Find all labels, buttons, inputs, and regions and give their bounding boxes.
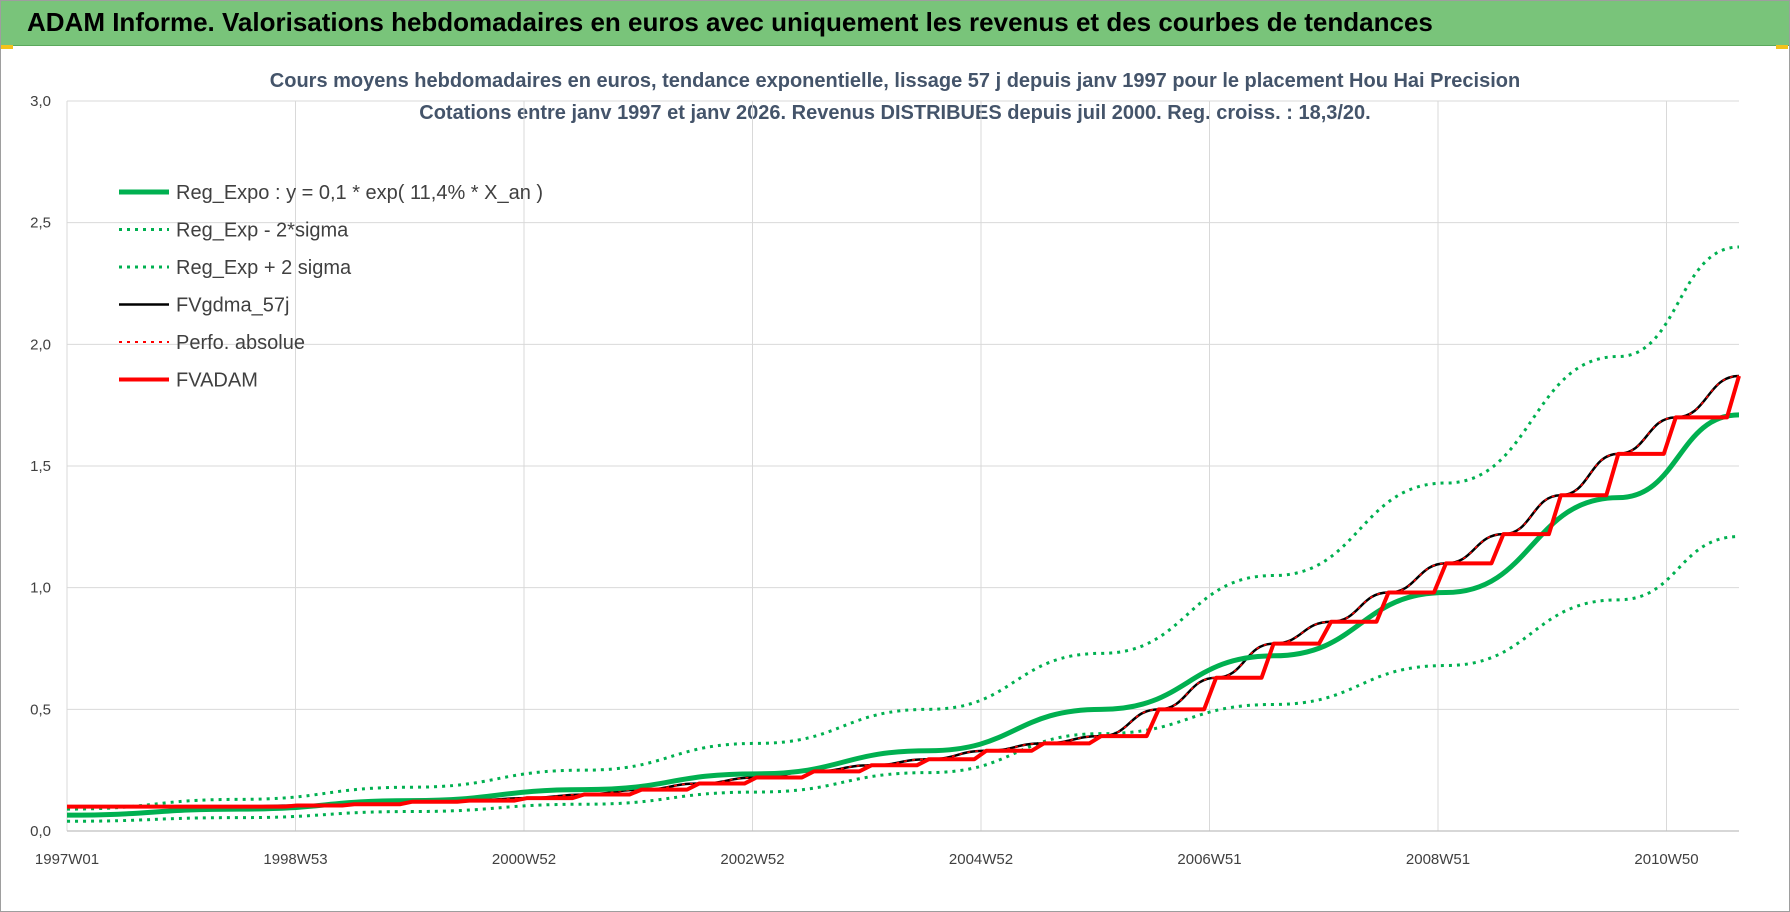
- x-tick-label: 1998W53: [263, 851, 327, 868]
- chart-subtitle: Cotations entre janv 1997 et janv 2026. …: [419, 102, 1370, 124]
- y-tick-label: 2,0: [30, 336, 51, 353]
- chart-title: Cours moyens hebdomadaires en euros, ten…: [270, 70, 1520, 92]
- perfo-absolue-line: [67, 375, 1740, 808]
- y-tick-label: 1,0: [30, 580, 51, 597]
- reg-expo-line: [66, 412, 1740, 818]
- x-tick-label: 2010W50: [1634, 851, 1698, 868]
- report-title: ADAM Informe. Valorisations hebdomadaire…: [27, 7, 1433, 37]
- legend-label: FVgdma_57j: [176, 295, 289, 317]
- legend-label: Perfo. absolue: [176, 332, 305, 354]
- x-tick-label: 1997W01: [35, 851, 99, 868]
- legend-label: Reg_Expo : y = 0,1 * exp( 11,4% * X_an ): [176, 182, 543, 204]
- legend-label: Reg_Exp - 2*sigma: [176, 220, 349, 242]
- axis-labels: 0,0 0,5 1,0 1,5 2,0 2,5 3,0 1997W01 1998W53 2000W…: [30, 93, 1698, 868]
- y-tick-label: 3,0: [30, 93, 51, 110]
- grid-lines: [66, 100, 1739, 832]
- corner-marker-left: [1, 45, 13, 49]
- x-tick-label: 2008W51: [1406, 851, 1470, 868]
- reg-exp-minus-2sigma-line: [66, 535, 1740, 823]
- x-tick-label: 2006W51: [1177, 851, 1241, 868]
- legend: Reg_Expo : y = 0,1 * exp( 11,4% * X_an )…: [119, 182, 543, 392]
- legend-label: Reg_Exp + 2 sigma: [176, 257, 352, 279]
- reg-exp-plus-2sigma-line: [66, 245, 1740, 811]
- fvadam-line: [67, 375, 1741, 809]
- x-tick-label: 2004W52: [949, 851, 1013, 868]
- y-tick-label: 0,5: [30, 701, 51, 718]
- y-tick-label: 2,5: [30, 215, 51, 232]
- x-tick-label: 2000W52: [492, 851, 556, 868]
- legend-label: FVADAM: [176, 370, 258, 392]
- corner-marker-right: [1776, 45, 1788, 49]
- fvgdma-57j-line: [67, 374, 1740, 808]
- chart-area: Cours moyens hebdomadaires en euros, ten…: [30, 70, 1741, 868]
- y-tick-label: 1,5: [30, 458, 51, 475]
- report-header: ADAM Informe. Valorisations hebdomadaire…: [1, 1, 1789, 46]
- series-lines: [66, 245, 1741, 823]
- y-tick-label: 0,0: [30, 823, 51, 840]
- x-tick-label: 2002W52: [720, 851, 784, 868]
